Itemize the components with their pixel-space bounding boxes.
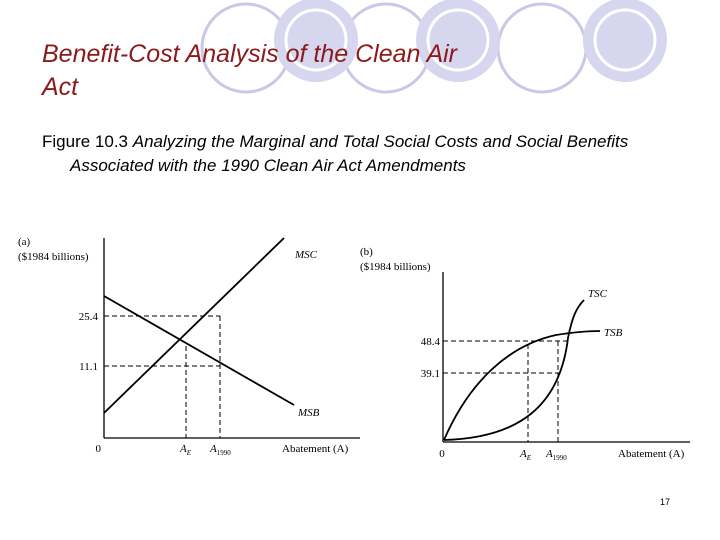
panel-b-a1990-main: A <box>545 448 553 460</box>
tsb-label: TSB <box>604 327 623 339</box>
panel-b-a1990-sub: 1990 <box>553 454 568 462</box>
panel-b-ae-tick: AE <box>519 448 532 462</box>
page-number: 17 <box>660 497 671 507</box>
msb-curve <box>103 295 295 406</box>
msc-curve <box>103 237 285 414</box>
panel-a-tick-25-4: 25.4 <box>79 311 99 323</box>
panel-b-a1990-tick: A1990 <box>545 448 567 462</box>
panel-a-label: (a) <box>18 236 31 248</box>
panel-a-ae-tick: AE <box>179 443 192 457</box>
tsc-label: TSC <box>588 288 608 300</box>
panel-a-x-label: Abatement (A) <box>282 443 349 455</box>
tsb-curve <box>443 330 601 441</box>
slide-title-line2: Act <box>42 73 79 101</box>
slide-title-line1: Benefit-Cost Analysis of the Clean Air <box>42 40 458 68</box>
panel-a-ae-sub: E <box>186 449 192 457</box>
slide-title: Benefit-Cost Analysis of the Clean Air A… <box>42 38 682 104</box>
msb-label: MSB <box>297 407 320 419</box>
panel-b: (b) ($1984 billions) TSC TSB 48.4 39.1 0… <box>360 246 690 462</box>
panel-a-a1990-tick: A1990 <box>209 443 231 457</box>
panel-b-ae-main: A <box>519 448 527 460</box>
panel-b-ae-sub: E <box>526 454 532 462</box>
panel-a-ae-main: A <box>179 443 187 455</box>
panel-b-origin: 0 <box>439 448 445 460</box>
panel-b-label: (b) <box>360 246 373 258</box>
panel-a-a1990-sub: 1990 <box>217 449 232 457</box>
panel-a-a1990-main: A <box>209 443 217 455</box>
figure-caption: Figure 10.3 Analyzing the Marginal and T… <box>42 130 710 178</box>
panel-b-unit: ($1984 billions) <box>360 261 431 273</box>
panel-b-x-label: Abatement (A) <box>618 448 685 460</box>
panel-b-tick-39-1: 39.1 <box>421 368 440 380</box>
panel-a: (a) ($1984 billions) MSC MSB 25.4 11.1 0… <box>18 236 360 457</box>
msc-label: MSC <box>294 249 318 261</box>
figure-number: Figure 10.3 <box>42 132 128 151</box>
tsc-curve <box>443 299 585 441</box>
panel-b-tick-48-4: 48.4 <box>421 336 441 348</box>
panel-a-tick-11-1: 11.1 <box>79 361 98 373</box>
panel-a-origin: 0 <box>96 443 102 455</box>
figure-caption-text: Analyzing the Marginal and Total Social … <box>70 132 629 175</box>
panel-a-unit: ($1984 billions) <box>18 251 89 263</box>
